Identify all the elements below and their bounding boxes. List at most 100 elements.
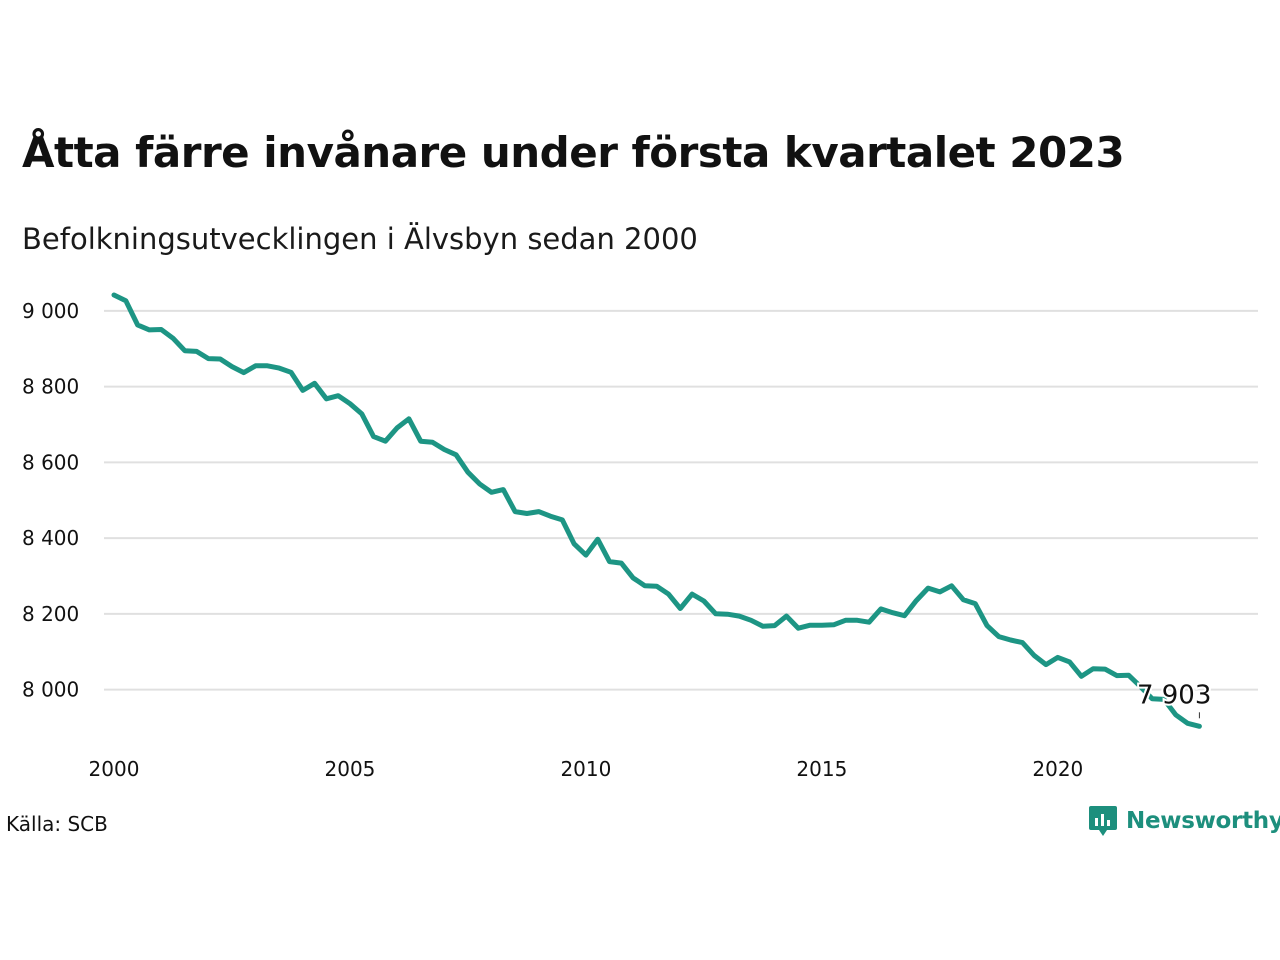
gridlines	[104, 309, 1258, 691]
data-point	[784, 614, 789, 619]
data-point	[583, 553, 588, 558]
data-point	[1020, 640, 1025, 645]
data-point	[477, 482, 482, 487]
data-point	[666, 592, 671, 597]
last-value-label: 7 903	[1137, 680, 1211, 710]
series-layer	[111, 292, 1202, 729]
data-point	[359, 411, 364, 416]
data-point	[289, 370, 294, 375]
data-point	[1008, 638, 1013, 643]
chart-subtitle: Befolkningsutvecklingen i Älvsbyn sedan …	[22, 222, 698, 256]
data-point	[300, 388, 305, 393]
data-point	[218, 357, 223, 362]
data-point	[430, 440, 435, 445]
y-tick-label: 9 000	[22, 299, 79, 323]
data-point	[985, 623, 990, 628]
data-point	[749, 618, 754, 623]
data-point	[348, 401, 353, 406]
data-point	[949, 583, 954, 588]
data-point	[713, 611, 718, 616]
data-point	[1055, 655, 1060, 660]
data-point	[1114, 673, 1119, 678]
x-tick-label: 2010	[560, 757, 611, 781]
data-point	[135, 322, 140, 327]
data-point	[265, 363, 270, 368]
data-point	[619, 561, 624, 566]
data-point	[230, 364, 235, 369]
data-point	[973, 601, 978, 606]
data-point	[678, 606, 683, 611]
data-point	[465, 470, 470, 475]
source-note: Källa: SCB	[6, 812, 108, 836]
data-point	[843, 618, 848, 623]
data-point	[454, 452, 459, 457]
data-point	[1173, 712, 1178, 717]
data-point	[760, 624, 765, 629]
y-tick-label: 8 800	[22, 375, 79, 399]
brand-logo[interactable]: Newsworthy	[1088, 804, 1280, 838]
data-point	[241, 370, 246, 375]
data-point	[690, 592, 695, 597]
data-point	[336, 393, 341, 398]
data-point	[206, 356, 211, 361]
data-point	[819, 623, 824, 628]
data-point	[489, 490, 494, 495]
brand-name: Newsworthy	[1126, 808, 1280, 834]
data-point	[642, 583, 647, 588]
chart-bubble-icon	[1089, 806, 1117, 836]
x-tick-label: 2005	[325, 757, 376, 781]
data-point	[182, 348, 187, 353]
data-point	[996, 634, 1001, 639]
data-point	[513, 509, 518, 514]
data-point	[159, 327, 164, 332]
y-tick-label: 8 400	[22, 526, 79, 550]
data-point	[536, 509, 541, 514]
data-point	[524, 511, 529, 516]
data-point	[194, 349, 199, 354]
y-axis-ticks: 8 000 8 200 8 400 8 600 8 800 9 000	[22, 299, 79, 702]
data-point	[902, 613, 907, 618]
data-point	[1067, 659, 1072, 664]
data-point	[855, 618, 860, 623]
data-point	[501, 487, 506, 492]
data-point	[890, 610, 895, 615]
data-point	[878, 606, 883, 611]
annotations: 7 903	[1135, 678, 1213, 719]
data-point	[808, 623, 813, 628]
data-point	[548, 514, 553, 519]
data-point	[772, 623, 777, 628]
data-point	[1197, 724, 1202, 729]
data-point	[1103, 667, 1108, 672]
data-point	[1044, 662, 1049, 667]
series-line	[111, 292, 1202, 729]
data-point	[312, 381, 317, 386]
y-tick-label: 8 600	[22, 450, 79, 474]
data-point	[112, 293, 117, 298]
data-point	[831, 622, 836, 627]
data-point	[937, 589, 942, 594]
data-point	[1091, 666, 1096, 671]
data-point	[1126, 673, 1131, 678]
data-point	[631, 575, 636, 580]
data-point	[701, 599, 706, 604]
data-point	[406, 416, 411, 421]
data-point	[123, 298, 128, 303]
data-point	[171, 336, 176, 341]
data-point	[371, 434, 376, 439]
data-point	[961, 597, 966, 602]
data-point	[560, 517, 565, 522]
data-point	[442, 447, 447, 452]
data-points	[112, 293, 1202, 729]
data-point	[725, 612, 730, 617]
data-point	[572, 541, 577, 546]
chart-title: Åtta färre invånare under första kvartal…	[22, 128, 1125, 177]
data-point	[867, 620, 872, 625]
y-tick-label: 8 000	[22, 678, 79, 702]
data-point	[418, 439, 423, 444]
data-point	[1032, 653, 1037, 658]
data-point	[914, 598, 919, 603]
data-point	[595, 537, 600, 542]
x-tick-label: 2015	[796, 757, 847, 781]
data-point	[277, 366, 282, 371]
